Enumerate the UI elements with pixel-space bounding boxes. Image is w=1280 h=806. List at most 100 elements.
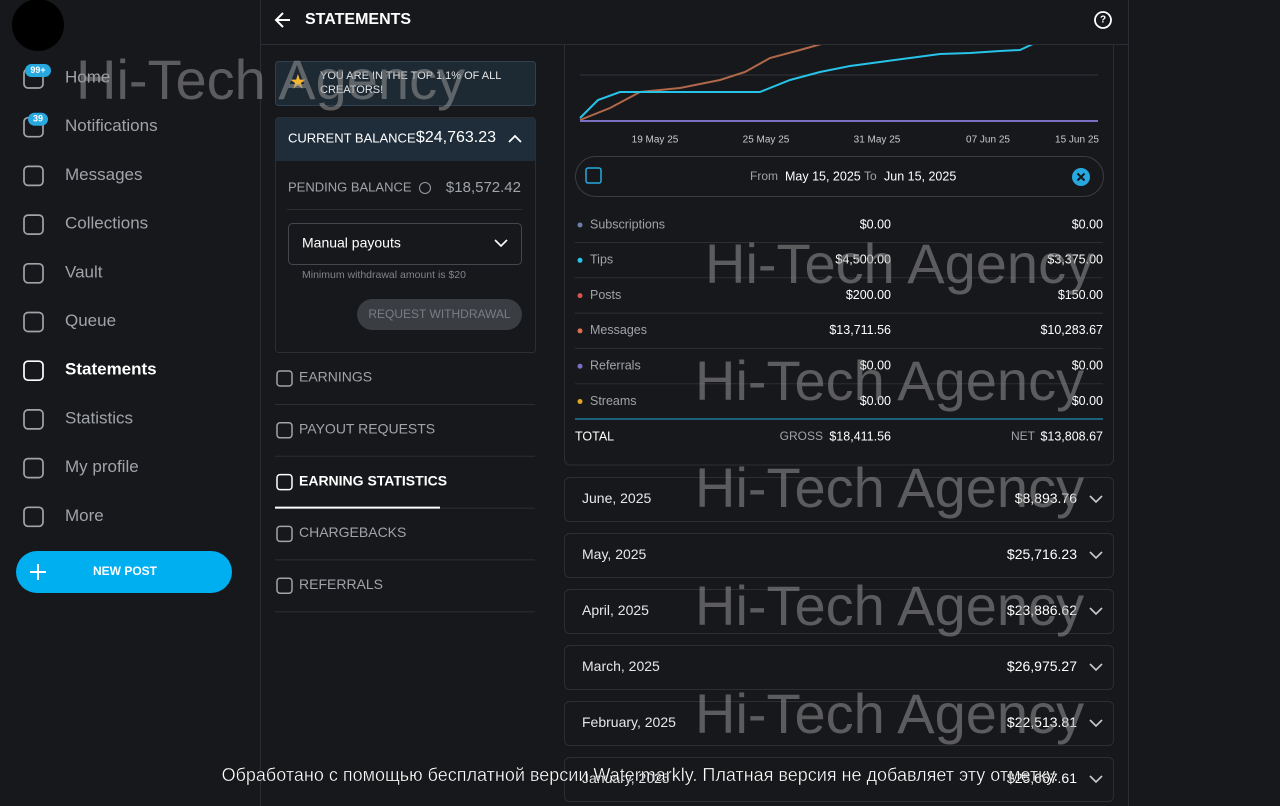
month-label: May, 2025 — [582, 546, 647, 562]
from-label: From — [750, 169, 778, 183]
row-name: Messages — [590, 323, 647, 337]
expand-icon — [1089, 663, 1103, 672]
row-gross: $200.00 — [846, 288, 891, 302]
select-arrow — [494, 239, 508, 248]
notice: Обработано с помощью бесплатной версии W… — [222, 765, 1059, 785]
menu-icon — [276, 473, 293, 491]
nav-badge-text: 99+ — [30, 65, 45, 75]
banner — [275, 61, 536, 106]
star-icon: ★ — [289, 71, 307, 93]
back-button[interactable] — [274, 12, 290, 28]
pending-balance-value: $18,572.42 — [446, 179, 521, 196]
legend-dot — [577, 328, 583, 334]
watermark: Hi-Tech Agency — [705, 232, 1094, 295]
nav-icon — [23, 311, 44, 333]
legend-dot — [577, 222, 583, 228]
month-card[interactable] — [564, 645, 1114, 690]
nav-label: More — [65, 506, 104, 525]
payout-method: Manual payouts — [302, 235, 401, 251]
plus-icon — [30, 564, 46, 580]
legend-dot — [577, 399, 583, 404]
current-balance-value: $24,763.23 — [416, 129, 496, 146]
nav-icon — [23, 165, 44, 187]
calendar-icon — [585, 167, 602, 184]
nav-badge-text: 39 — [33, 114, 43, 124]
nav-item[interactable] — [12, 496, 248, 536]
x-axis-label: 15 Jun 25 — [1055, 135, 1099, 146]
help-button[interactable] — [1094, 11, 1112, 29]
x-axis-label: 19 May 25 — [632, 135, 679, 146]
month-card[interactable] — [564, 477, 1114, 522]
nav-badge — [28, 112, 48, 126]
current-balance[interactable] — [276, 118, 535, 161]
x-axis-label: 25 May 25 — [743, 135, 790, 146]
expand-icon — [1089, 607, 1103, 616]
chart-line — [579, 42, 826, 121]
row-name: Tips — [590, 253, 613, 267]
month-label: April, 2025 — [582, 602, 649, 618]
month-card[interactable] — [564, 757, 1114, 802]
row-name: Referrals — [590, 358, 641, 372]
month-amount: $25,667.61 — [1007, 770, 1077, 786]
nav-label: Home — [65, 67, 110, 86]
current-balance-label: CURRENT BALANCE — [288, 130, 416, 145]
withdraw-label: REQUEST WITHDRAWAL — [368, 307, 511, 321]
total-label: TOTAL — [575, 429, 614, 443]
nav-badge — [25, 64, 51, 77]
row-net: $150.00 — [1058, 288, 1103, 302]
menu-icon — [276, 577, 293, 594]
expand-icon — [1089, 551, 1103, 560]
month-label: January, 2025 — [582, 770, 670, 786]
nav-item[interactable] — [12, 302, 248, 342]
watermark: Hi-Tech Agency — [76, 48, 465, 111]
to-date: Jun 15, 2025 — [884, 169, 956, 183]
month-card[interactable] — [564, 589, 1114, 634]
month-card[interactable] — [564, 533, 1114, 578]
banner-text: YOU ARE IN THE TOP 1.1% OF ALL — [320, 70, 501, 82]
month-label: March, 2025 — [582, 658, 660, 674]
nav-icon — [23, 409, 44, 430]
menu-label: REFERRALS — [299, 576, 383, 592]
row-gross: $13,711.56 — [829, 323, 891, 337]
month-amount: $26,975.27 — [1007, 658, 1077, 674]
min-note: Minimum withdrawal amount is $20 — [302, 269, 466, 281]
row-net: $0.00 — [1072, 394, 1103, 408]
avatar[interactable] — [12, 0, 64, 51]
withdraw-button[interactable] — [357, 299, 522, 330]
nav-icon — [23, 262, 44, 284]
legend-dot — [577, 293, 583, 299]
month-label: February, 2025 — [582, 714, 676, 730]
gross-value: $18,411.56 — [829, 429, 891, 443]
pending-balance-label: PENDING BALANCE — [288, 179, 412, 194]
date-range[interactable] — [575, 156, 1104, 197]
nav-label: Notifications — [65, 116, 158, 135]
row-net: $0.00 — [1072, 217, 1103, 231]
month-card[interactable] — [564, 701, 1114, 746]
expand-icon — [1089, 775, 1103, 784]
new-post-button[interactable] — [16, 551, 232, 593]
collapse-icon — [508, 134, 522, 143]
info-icon — [419, 182, 431, 194]
row-net: $10,283.67 — [1040, 323, 1103, 337]
header — [261, 0, 1128, 44]
menu-label: PAYOUT REQUESTS — [299, 421, 435, 437]
nav-label: Collections — [65, 214, 148, 233]
month-amount: $23,886.62 — [1007, 602, 1077, 618]
nav-label: My profile — [65, 457, 139, 476]
nav-item[interactable] — [12, 253, 248, 293]
legend-dot — [577, 363, 583, 369]
watermark: Hi-Tech Agency — [695, 456, 1084, 519]
watermark: Hi-Tech Agency — [695, 574, 1084, 637]
row-gross: $0.00 — [860, 358, 891, 372]
menu-label: EARNINGS — [299, 369, 372, 385]
month-amount: $8,893.76 — [1015, 490, 1077, 506]
help-icon: ? — [1100, 15, 1106, 26]
nav-icon — [23, 360, 44, 382]
nav-icon — [23, 457, 44, 479]
menu-icon — [276, 370, 293, 387]
payout-select[interactable] — [288, 223, 522, 265]
nav-label: Statistics — [65, 408, 133, 427]
clear-icon — [1076, 172, 1086, 182]
row-name: Subscriptions — [590, 217, 665, 231]
